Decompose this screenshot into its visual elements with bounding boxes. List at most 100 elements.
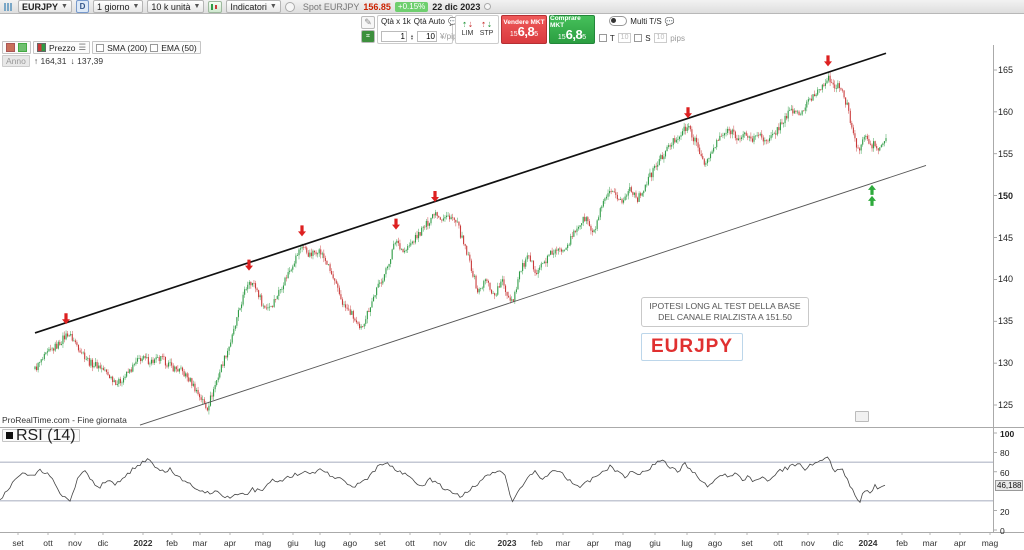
- price-series-legend[interactable]: Prezzo ☰: [33, 41, 91, 54]
- quantity-stepper[interactable]: ▲ ▼: [410, 32, 414, 41]
- ema-label: EMA (50): [161, 42, 197, 53]
- rsi-tick-label: 80: [1000, 448, 1010, 459]
- rsi-current-value-badge: 46,188: [995, 480, 1024, 492]
- rsi-swatch: [6, 432, 13, 439]
- stop-order-button[interactable]: ⇡⇣ STP: [478, 17, 495, 42]
- add-indicator-icon[interactable]: [18, 43, 27, 52]
- time-tick-label: apr: [586, 538, 600, 548]
- time-tick-label: nov: [433, 538, 447, 548]
- quantity-input[interactable]: [381, 31, 407, 42]
- arrow-down-icon: ↓: [70, 56, 75, 66]
- period-badge[interactable]: Anno: [2, 55, 30, 67]
- instrument-label: EURJPY: [22, 1, 59, 12]
- trade-tools: ✎ ⌗: [361, 15, 375, 44]
- year-high: ↑ 164,31: [33, 56, 67, 66]
- timeframe-dropdown[interactable]: 1 giorno ▼: [92, 0, 144, 13]
- target-checkbox[interactable]: [599, 34, 607, 42]
- status-dot-icon: [484, 3, 492, 10]
- time-tick-label: ago: [342, 538, 358, 548]
- buy-label: Comprare MKT: [550, 15, 581, 29]
- time-tick-label: giu: [287, 538, 299, 548]
- sell-price: 15 6,8 5: [509, 23, 539, 39]
- time-tick-label: lug: [681, 538, 693, 548]
- stop-label: S: [645, 33, 651, 43]
- price-legend-row: Prezzo ☰ SMA (200) EMA (50): [2, 41, 201, 54]
- pip-value-input[interactable]: [416, 31, 437, 42]
- buy-signal-arrow: [868, 184, 876, 195]
- help-bubble-icon[interactable]: 💬: [664, 16, 675, 26]
- sell-signal-arrow: [824, 55, 832, 67]
- time-tick-label: dic: [97, 538, 109, 548]
- time-tick-label: mar: [922, 538, 938, 548]
- expand-panel-icon[interactable]: [855, 411, 869, 422]
- rsi-legend[interactable]: RSI (14): [2, 426, 80, 444]
- rsi-tick-label: 20: [1000, 506, 1010, 517]
- sma-checkbox[interactable]: [96, 43, 105, 52]
- time-tick-label: lug: [314, 538, 326, 548]
- time-tick-label: feb: [531, 538, 543, 548]
- time-tick-label: 2022: [133, 538, 153, 548]
- price-tick-label: 160: [998, 106, 1014, 117]
- screenshot-icon[interactable]: [6, 43, 15, 52]
- symbol-annotation[interactable]: EURJPY: [641, 333, 744, 361]
- target-label: T: [609, 33, 615, 43]
- limit-order-button[interactable]: ⇡⇣ LIM: [459, 17, 476, 42]
- axis-divider-vertical: [993, 45, 994, 533]
- order-settings-icon[interactable]: ✎: [361, 16, 375, 29]
- chart-style-icon[interactable]: [208, 0, 223, 13]
- limit-order-icon: ⇡⇣: [461, 21, 474, 29]
- pips-label: pips: [670, 33, 685, 43]
- help-bubble-icon[interactable]: 💬: [447, 17, 458, 26]
- target-pips-input[interactable]: 10: [617, 33, 632, 43]
- sell-label: Vendere MKT: [503, 18, 545, 26]
- price-tick-label: 125: [998, 400, 1014, 410]
- indicators-dropdown[interactable]: Indicatori ▼: [226, 0, 281, 13]
- time-tick-label: ott: [43, 538, 53, 548]
- time-tick-label: feb: [896, 538, 908, 548]
- trade-idea-annotation[interactable]: IPOTESI LONG AL TEST DELLA BASE DEL CANA…: [641, 297, 809, 328]
- position-calculator-icon[interactable]: ⌗: [361, 30, 375, 43]
- annotation-line2: DEL CANALE RIALZISTA A 151.50: [658, 312, 792, 323]
- sell-market-button[interactable]: Vendere MKT 15 6,8 5: [501, 15, 547, 44]
- price-tick-label: 135: [998, 316, 1014, 327]
- time-tick-label: feb: [166, 538, 178, 548]
- price-tick-label: 150: [998, 190, 1014, 201]
- price-tick-label: 165: [998, 65, 1014, 75]
- sell-signal-arrow: [392, 218, 400, 230]
- stop-order-label: STP: [479, 29, 494, 37]
- instrument-dropdown[interactable]: EURJPY ▼: [18, 0, 72, 13]
- time-tick-label: apr: [953, 538, 967, 548]
- sell-signal-arrow: [298, 225, 306, 237]
- daily-mode-badge[interactable]: D: [75, 0, 89, 13]
- units-dropdown[interactable]: 10 k unità ▼: [147, 0, 205, 13]
- annotation-line1: IPOTESI LONG AL TEST DELLA BASE: [649, 301, 801, 311]
- info-icon[interactable]: [284, 1, 295, 12]
- multi-ts-group: Multi T/S 💬 T 10 S 10 pips: [597, 15, 687, 44]
- buy-market-button[interactable]: Comprare MKT 15 6,8 5: [549, 15, 595, 44]
- limit-order-label: LIM: [461, 29, 474, 37]
- chevron-down-icon: ▼: [269, 3, 277, 10]
- price-tick-label: 130: [998, 358, 1014, 369]
- chart-rsi-divider: [0, 427, 1024, 428]
- watermark: ProRealTime.com - Fine giornata: [2, 415, 127, 425]
- drag-handle-icon[interactable]: [2, 2, 14, 12]
- multi-ts-toggle[interactable]: [609, 16, 628, 26]
- time-tick-label: nov: [801, 538, 815, 548]
- stop-pips-input[interactable]: 10: [653, 33, 668, 43]
- rsi-label: RSI (14): [16, 426, 76, 444]
- buy-signal-arrow: [868, 195, 876, 206]
- time-tick-label: dic: [832, 538, 844, 548]
- indicators-label: Indicatori: [230, 1, 267, 12]
- ma-legend: SMA (200) EMA (50): [92, 41, 201, 54]
- units-label: 10 k unità: [151, 1, 191, 12]
- sell-signal-arrow: [62, 313, 70, 325]
- stop-checkbox[interactable]: [634, 34, 643, 42]
- ema-checkbox[interactable]: [150, 43, 159, 52]
- sell-signal-arrow: [431, 191, 439, 202]
- time-tick-label: giu: [649, 538, 661, 548]
- chevron-down-icon: ▼: [193, 3, 201, 10]
- pip-unit-label: ¥/pip: [439, 32, 458, 41]
- chevron-down-icon: ▼: [132, 3, 140, 10]
- menu-icon[interactable]: ☰: [78, 42, 87, 52]
